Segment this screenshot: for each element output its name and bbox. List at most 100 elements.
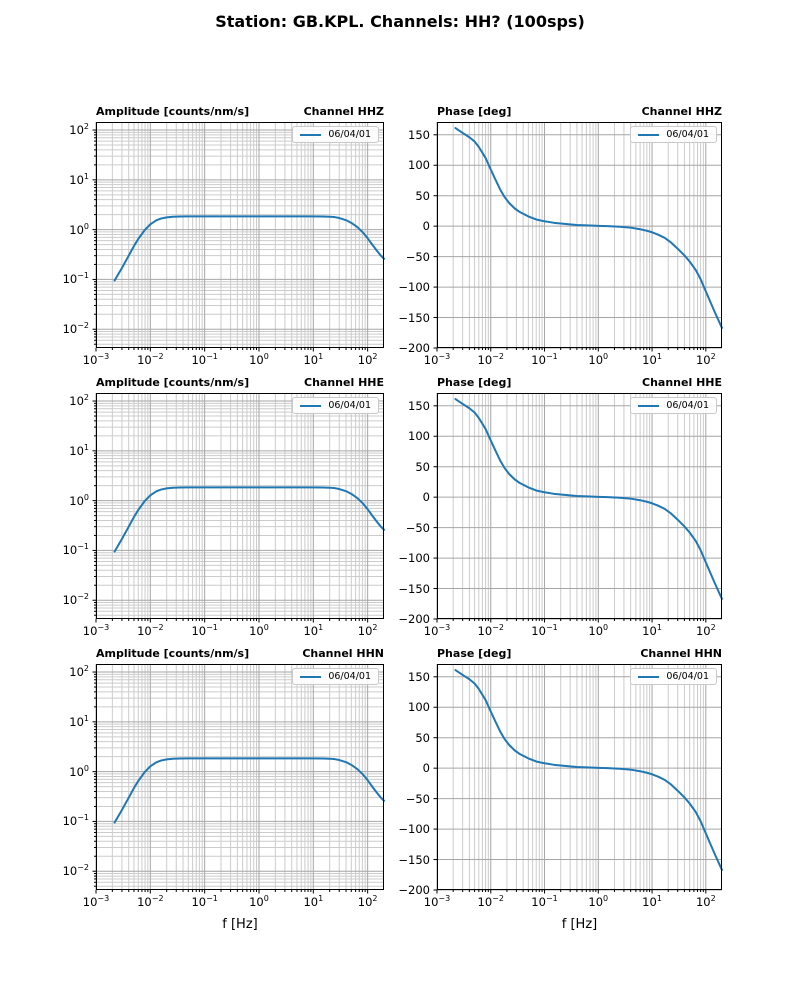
y-tick-label: 102	[69, 664, 89, 680]
x-tick-label: 102	[695, 352, 716, 367]
x-tick-label: 10−1	[531, 352, 558, 367]
y-tick-label: −150	[398, 310, 430, 325]
channel-title-hhe: Channel HHE	[642, 376, 722, 389]
HHE-phase-curve	[454, 398, 723, 600]
axis-title-amplitude: Amplitude [counts/nm/s]	[96, 105, 250, 118]
x-tick-label: 102	[695, 894, 716, 909]
x-tick-label: 100	[588, 894, 609, 909]
x-tick-label: 102	[357, 623, 378, 638]
y-tick-label: −150	[398, 852, 430, 867]
legend-line-icon	[638, 404, 660, 407]
x-tick-label: 10−2	[137, 623, 164, 638]
channel-title-hhz: Channel HHZ	[641, 105, 722, 118]
y-tick-label: 50	[415, 188, 430, 203]
y-tick-label: 100	[69, 492, 89, 508]
y-tick-label: 101	[69, 443, 89, 458]
x-tick-label: 10−2	[137, 894, 164, 909]
x-tick-label: 100	[588, 623, 609, 638]
legend: 06/04/01	[292, 397, 379, 414]
HHN-phase-curve	[454, 669, 723, 871]
legend: 06/04/01	[630, 126, 717, 143]
legend-line-icon	[300, 675, 322, 678]
y-tick-label: 0	[422, 490, 430, 505]
x-tick-label: 100	[249, 894, 269, 909]
y-tick-label: 100	[69, 763, 89, 779]
y-tick-label: 50	[415, 459, 430, 474]
legend-line-icon	[638, 133, 660, 136]
legend-label: 06/04/01	[328, 129, 371, 140]
legend-line-icon	[300, 404, 322, 407]
channel-title-hhz: Channel HHZ	[303, 105, 384, 118]
y-tick-label: −50	[405, 249, 430, 264]
x-tick-label: 10−3	[423, 352, 451, 367]
y-tick-label: 101	[69, 714, 89, 729]
y-tick-label: −100	[398, 822, 430, 837]
y-tick-label: 10−1	[62, 542, 89, 558]
x-tick-label: 10−1	[191, 894, 218, 909]
y-tick-label: 100	[408, 158, 430, 173]
y-tick-label: −50	[405, 791, 430, 806]
legend-label: 06/04/01	[328, 400, 371, 411]
HHE-amplitude-curve	[113, 486, 385, 553]
channel-title-hhn: Channel HHN	[302, 647, 384, 660]
x-tick-label: 101	[642, 894, 662, 909]
x-tick-label: 101	[303, 894, 324, 909]
legend-line-icon	[638, 675, 660, 678]
x-tick-label: 10−1	[531, 894, 558, 909]
y-tick-label: −100	[398, 280, 430, 295]
subplot-phase-hhz: Phase [deg] Channel HHZ 06/04/01 10−3 10−…	[398, 105, 723, 367]
y-tick-label: −200	[398, 883, 430, 897]
axis-title-phase: Phase [deg]	[437, 105, 512, 118]
x-axis-label: f [Hz]	[222, 917, 258, 932]
subplot-amplitude-hhz: Amplitude [counts/nm/s] Channel HHZ 06/0…	[63, 105, 385, 367]
x-tick-label: 100	[588, 352, 609, 367]
y-tick-label: −200	[398, 612, 430, 626]
x-tick-label: 10−3	[82, 894, 110, 909]
legend: 06/04/01	[630, 668, 717, 685]
x-tick-label: 10−3	[82, 623, 110, 638]
HHN-amplitude-curve	[113, 757, 385, 824]
axis-title-phase: Phase [deg]	[437, 647, 512, 660]
x-tick-label: 10−2	[477, 894, 504, 909]
legend-label: 06/04/01	[666, 671, 709, 682]
y-tick-label: 100	[408, 700, 430, 715]
legend: 06/04/01	[630, 397, 717, 414]
y-tick-label: −200	[398, 341, 430, 355]
amplitude-hhe-canvas	[92, 393, 385, 623]
figure-title: Station: GB.KPL. Channels: HH? (100sps)	[215, 12, 585, 31]
HHZ-phase-curve	[454, 127, 723, 329]
x-tick-label: 101	[303, 623, 324, 638]
x-tick-label: 100	[249, 623, 269, 638]
x-tick-label: 101	[642, 623, 662, 638]
x-tick-label: 10−2	[477, 352, 504, 367]
y-tick-label: 100	[408, 429, 430, 444]
x-tick-label: 100	[249, 352, 269, 367]
x-tick-label: 101	[303, 352, 324, 367]
phase-hhz-canvas	[433, 122, 723, 352]
legend: 06/04/01	[292, 668, 379, 685]
amplitude-hhz-canvas	[92, 122, 385, 352]
y-tick-label: 100	[69, 221, 89, 237]
phase-hhe-canvas	[433, 393, 723, 623]
channel-title-hhn: Channel HHN	[640, 647, 722, 660]
y-tick-label: 10−2	[62, 321, 89, 337]
y-tick-label: −150	[398, 581, 430, 596]
x-tick-label: 102	[695, 623, 716, 638]
y-tick-label: −100	[398, 551, 430, 566]
subplot-amplitude-hhe: Amplitude [counts/nm/s] Channel HHE 06/0…	[63, 376, 385, 638]
y-tick-label: 10−2	[62, 863, 89, 879]
y-tick-label: 150	[408, 398, 430, 413]
y-tick-label: 0	[422, 219, 430, 234]
x-tick-label: 10−1	[191, 623, 218, 638]
y-tick-label: 50	[415, 730, 430, 745]
HHZ-amplitude-curve	[113, 215, 385, 282]
y-tick-label: 0	[422, 761, 430, 776]
x-axis-label: f [Hz]	[561, 917, 598, 932]
x-tick-label: 10−3	[423, 894, 451, 909]
x-tick-label: 10−3	[82, 352, 110, 367]
subplot-amplitude-hhn: Amplitude [counts/nm/s] Channel HHN 06/0…	[63, 647, 385, 932]
y-tick-label: 150	[408, 669, 430, 684]
legend-label: 06/04/01	[328, 671, 371, 682]
amplitude-hhn-canvas	[92, 664, 385, 894]
